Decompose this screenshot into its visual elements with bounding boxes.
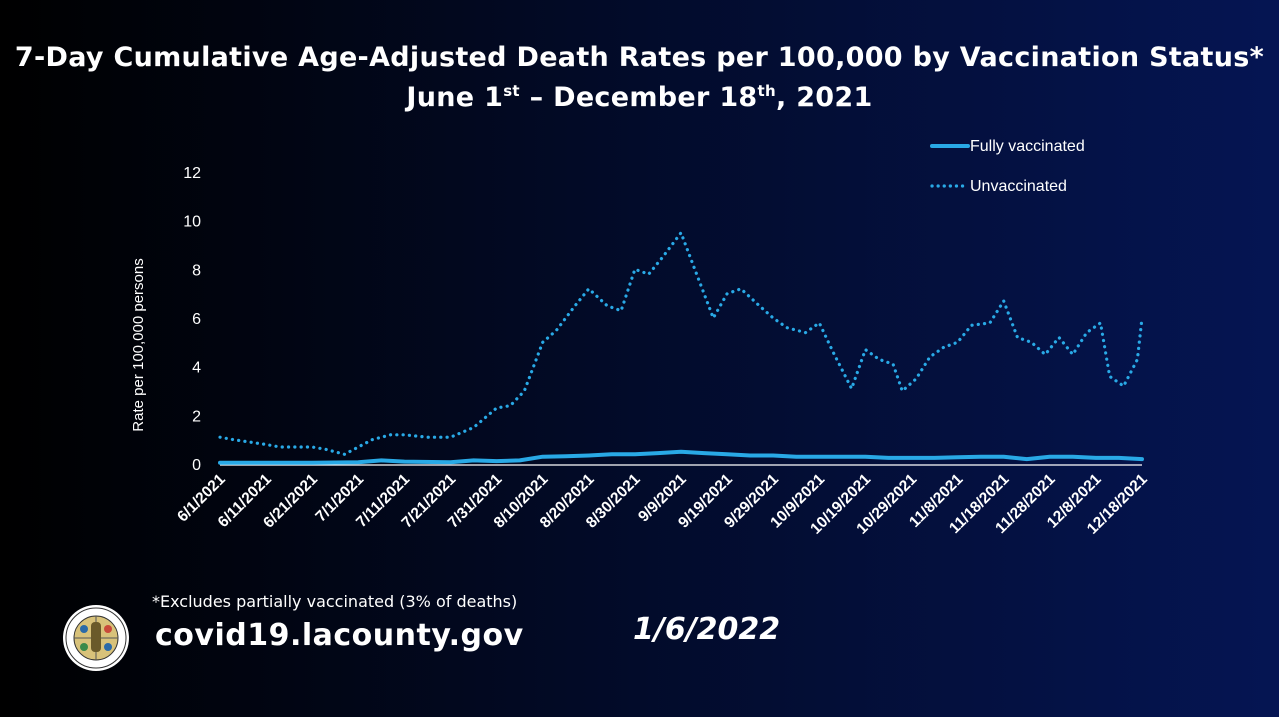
footnote: *Excludes partially vaccinated (3% of de… (152, 592, 518, 611)
website-link[interactable]: covid19.lacounty.gov (155, 618, 524, 653)
y-tick-label: 10 (183, 214, 201, 231)
report-date: 1/6/2022 (633, 612, 781, 647)
fully-vaccinated-series-line (218, 449, 1144, 465)
series-layer (218, 231, 1144, 465)
y-tick-label: 0 (192, 457, 201, 474)
legend: Fully vaccinated Unvaccinated (930, 138, 1085, 195)
title-line-1: 7-Day Cumulative Age-Adjusted Death Rate… (14, 42, 1265, 73)
chart-title: 7-Day Cumulative Age-Adjusted Death Rate… (0, 38, 1279, 118)
y-tick-label: 2 (192, 408, 201, 425)
y-tick-label: 12 (183, 165, 201, 182)
legend-label: Fully vaccinated (970, 138, 1085, 155)
y-tick-label: 6 (192, 311, 201, 328)
county-seal-icon (63, 605, 129, 671)
x-axis: 6/1/20216/11/20216/21/20217/1/20217/11/2… (174, 464, 1151, 538)
y-tick-label: 8 (192, 262, 201, 279)
legend-label: Unvaccinated (970, 178, 1067, 195)
y-axis: 0 2 4 6 8 10 12 (183, 165, 201, 474)
y-tick-label: 4 (192, 360, 201, 377)
y-axis-label: Rate per 100,000 persons (130, 258, 147, 431)
title-line-2: June 1st – December 18th, 2021 (406, 82, 873, 113)
unvaccinated-series-line (218, 231, 1144, 456)
